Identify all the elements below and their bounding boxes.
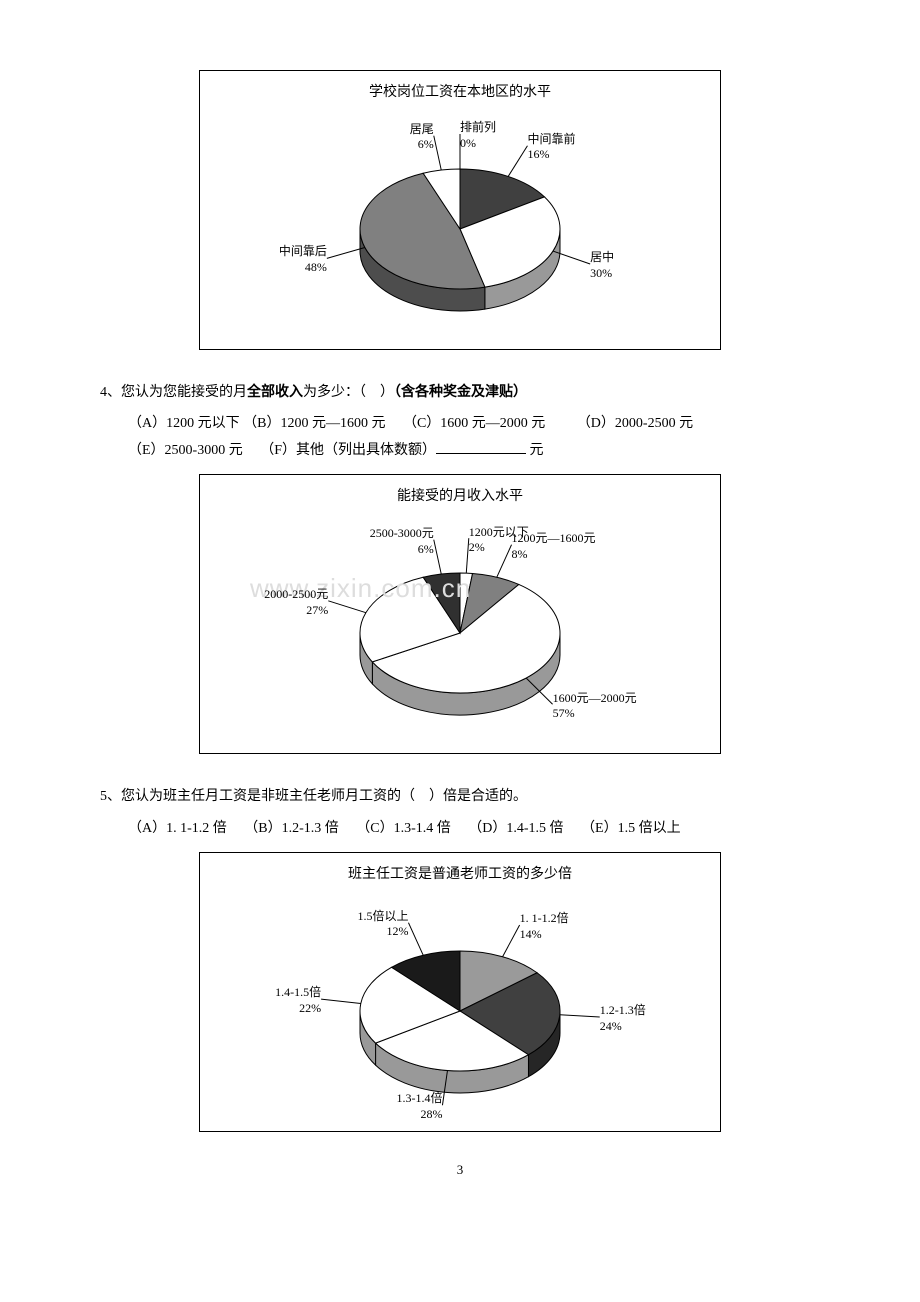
pie-slice-label: 2500-3000元6%	[344, 526, 434, 557]
pie-slice-label: 中间靠后48%	[237, 244, 327, 275]
chart3-box: 班主任工资是普通老师工资的多少倍 1. 1-1.2倍14% 1.2-1.3倍24%…	[199, 852, 721, 1132]
q5-options: （A）1. 1-1.2 倍 （B）1.2-1.3 倍 （C）1.3-1.4 倍 …	[128, 816, 820, 843]
chart2-title: 能接受的月收入水平	[210, 485, 710, 505]
pie-slice-label: 1.4-1.5倍22%	[231, 985, 321, 1016]
q5-optB: （B）1.2-1.3 倍	[244, 821, 339, 836]
chart1-title: 学校岗位工资在本地区的水平	[210, 81, 710, 101]
q4-text: 4、您认为您能接受的月全部收入为多少：（ ）（含各种奖金及津贴）	[100, 380, 820, 405]
pie-slice-label: 2000-2500元27%	[238, 587, 328, 618]
q4-optC: （C）1600 元—2000 元	[403, 416, 545, 431]
pie-slice-label: 1600元—2000元57%	[553, 691, 643, 722]
pie-slice-label: 中间靠前16%	[527, 132, 617, 163]
q4-optF-pre: （F）其他（列出具体数额）	[260, 443, 436, 458]
q4-mid: 为多少：（ ）	[303, 385, 394, 400]
q5-optE: （E）1.5 倍以上	[581, 821, 681, 836]
chart2-labels: 1200元以下2%1200元—1600元8%1600元—2000元57%2000…	[210, 513, 710, 733]
chart3-pie-wrap: 1. 1-1.2倍14%1.2-1.3倍24%1.3-1.4倍28%1.4-1.…	[210, 891, 710, 1111]
q4-optF-suf: 元	[526, 443, 544, 458]
q4-optA: （A）1200 元以下	[128, 416, 240, 431]
q5-optC: （C）1.3-1.4 倍	[356, 821, 451, 836]
chart2-box: 能接受的月收入水平 www.zixin.com.cn 1200元以下2%1200…	[199, 474, 721, 754]
chart3-title: 班主任工资是普通老师工资的多少倍	[210, 863, 710, 883]
q4-bold2: （含各种奖金及津贴）	[394, 385, 527, 400]
pie-slice-label: 1.5倍以上12%	[318, 909, 408, 940]
q4-bold1: 全部收入	[247, 385, 303, 400]
q4-optD: （D）2000-2500 元	[577, 416, 693, 431]
pie-slice-label: 1. 1-1.2倍14%	[520, 911, 610, 942]
q5-text: 5、您认为班主任月工资是非班主任老师月工资的（ ）倍是合适的。	[100, 784, 820, 809]
q4-options: （A）1200 元以下 （B）1200 元—1600 元 （C）1600 元—2…	[128, 411, 820, 464]
page-number: 3	[100, 1162, 820, 1178]
chart1-box: 学校岗位工资在本地区的水平 排前列0%中间靠前16%居中30%中间靠后48%居尾…	[199, 70, 721, 350]
chart1-labels: 排前列0%中间靠前16%居中30%中间靠后48%居尾6%	[210, 109, 710, 329]
chart1-pie-wrap: 排前列0%中间靠前16%居中30%中间靠后48%居尾6%	[210, 109, 710, 329]
q5-optD: （D）1.4-1.5 倍	[468, 821, 563, 836]
chart2-pie-wrap: www.zixin.com.cn 1200元以下2%1200元—1600元8%1…	[210, 513, 710, 733]
pie-slice-label: 1.3-1.4倍28%	[352, 1091, 442, 1122]
q5-optA: （A）1. 1-1.2 倍	[128, 821, 227, 836]
pie-slice-label: 居中30%	[590, 250, 680, 281]
pie-slice-label: 居尾6%	[344, 122, 434, 153]
q4-optB: （B）1200 元—1600 元	[243, 416, 385, 431]
pie-slice-label: 1.2-1.3倍24%	[600, 1003, 690, 1034]
q4-optE: （E）2500-3000 元	[128, 443, 243, 458]
pie-slice-label: 1200元—1600元8%	[512, 531, 602, 562]
q4-prefix: 4、您认为您能接受的月	[100, 385, 247, 400]
chart3-labels: 1. 1-1.2倍14%1.2-1.3倍24%1.3-1.4倍28%1.4-1.…	[210, 891, 710, 1111]
q4-blank[interactable]	[436, 439, 526, 454]
